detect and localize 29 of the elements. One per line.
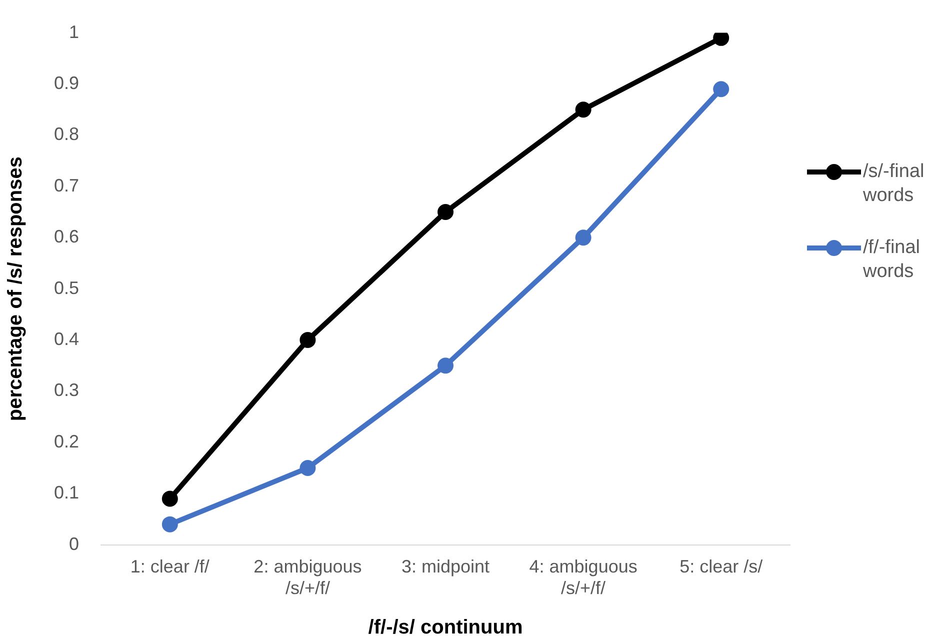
x-axis-title: /f/-/s/ continuum [368,616,523,639]
point [300,332,316,348]
x-tick-label: 2: ambiguous /s/+/f/ [254,556,362,598]
point [713,81,730,98]
point [300,460,316,476]
x-tick-label: 5: clear /s/ [680,556,763,577]
y-tick-label: 0.2 [54,431,80,452]
y-tick-label: 0.7 [54,175,80,196]
y-tick-label: 0.3 [54,380,80,400]
y-tick-label: 0.1 [54,482,80,503]
x-tick-label: 1: clear /f/ [130,556,210,577]
y-tick-label: 0.5 [54,278,80,298]
point [575,102,592,118]
y-tick-label: 0.8 [54,124,80,144]
y-tick-label: 0.6 [54,226,80,247]
x-tick-label: 4: ambiguous /s/+/f/ [529,556,638,598]
y-tick-label: 0.4 [54,328,80,349]
point [162,516,178,532]
y-tick-label: 0.9 [54,72,80,93]
point [575,230,592,246]
point [438,204,454,220]
y-tick-label: 1 [69,22,80,42]
legend-label: /f/-final words [863,236,922,284]
legend-label: /s/-final words [863,160,926,208]
x-tick-label: 3: midpoint [401,556,490,577]
y-tick-label: 0 [69,534,80,554]
y-axis-title: percentage of /s/ responses [4,156,27,422]
point [162,490,178,507]
point [438,358,454,374]
